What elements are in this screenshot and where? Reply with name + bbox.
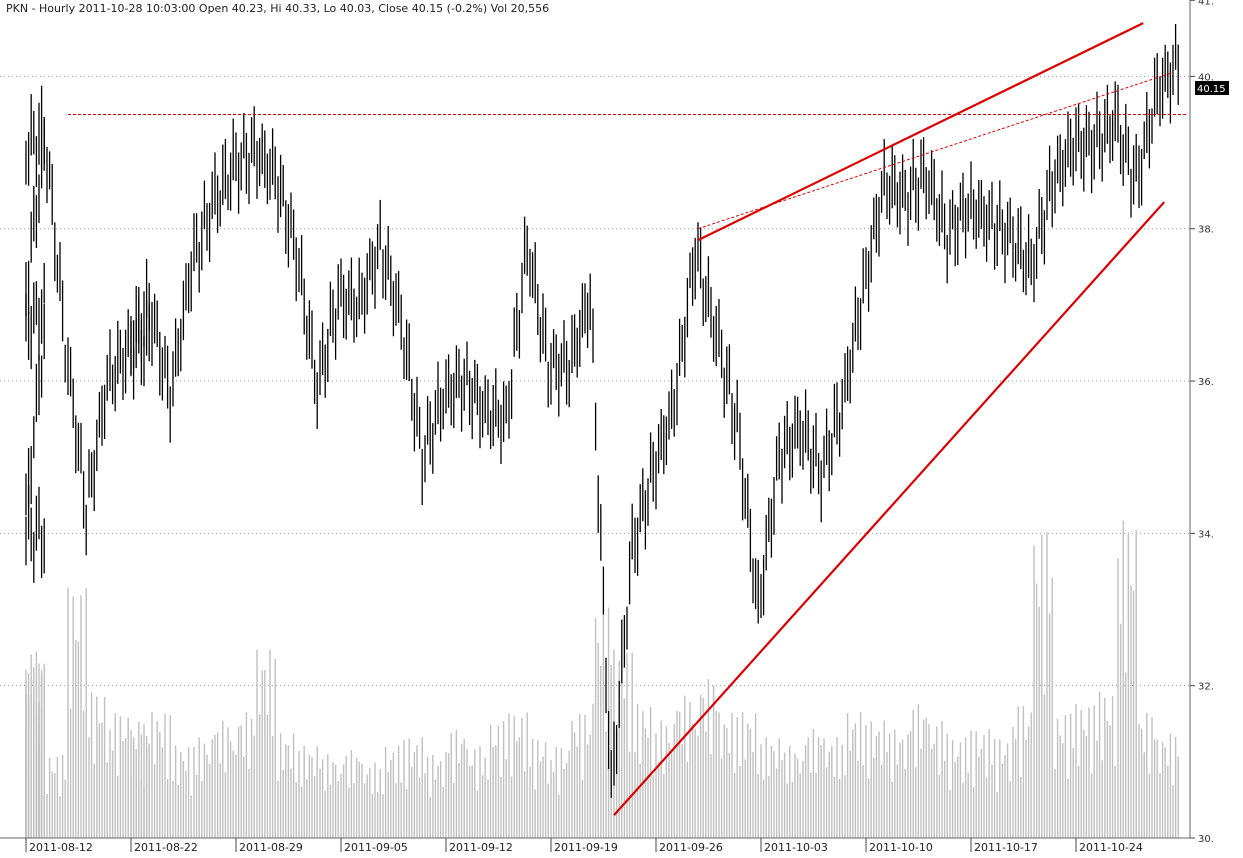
y-tick-label: 41. [1198,0,1214,7]
x-tick-label: 2011-09-12 [449,841,513,854]
x-tick-label: 2011-09-05 [344,841,408,854]
y-tick-label: 38. [1198,225,1214,236]
x-tick-label: 2011-08-12 [29,841,93,854]
x-tick-label: 2011-10-24 [1079,841,1143,854]
y-tick-label: 34. [1198,529,1214,540]
y-tick-label: 36. [1198,377,1214,388]
x-tick-label: 2011-09-26 [659,841,723,854]
x-tick-label: 2011-08-29 [239,841,303,854]
chart-title: PKN - Hourly 2011-10-28 10:03:00 Open 40… [6,2,549,15]
trendline [613,201,1166,816]
x-tick-label: 2011-10-10 [869,841,933,854]
y-tick-label: 32. [1198,682,1214,693]
x-tick-label: 2011-10-17 [974,841,1038,854]
y-tick-label: 40. [1198,72,1214,83]
last-price-text: 40.15 [1197,84,1226,95]
last-price-label: 40.15 [1195,81,1229,95]
x-tick-label: 2011-10-03 [764,841,828,854]
x-tick-label: 2011-08-22 [134,841,198,854]
trendline [697,72,1173,230]
y-tick-label: 30. [1198,834,1214,845]
x-tick-label: 2011-09-19 [554,841,618,854]
trendline [697,22,1144,242]
